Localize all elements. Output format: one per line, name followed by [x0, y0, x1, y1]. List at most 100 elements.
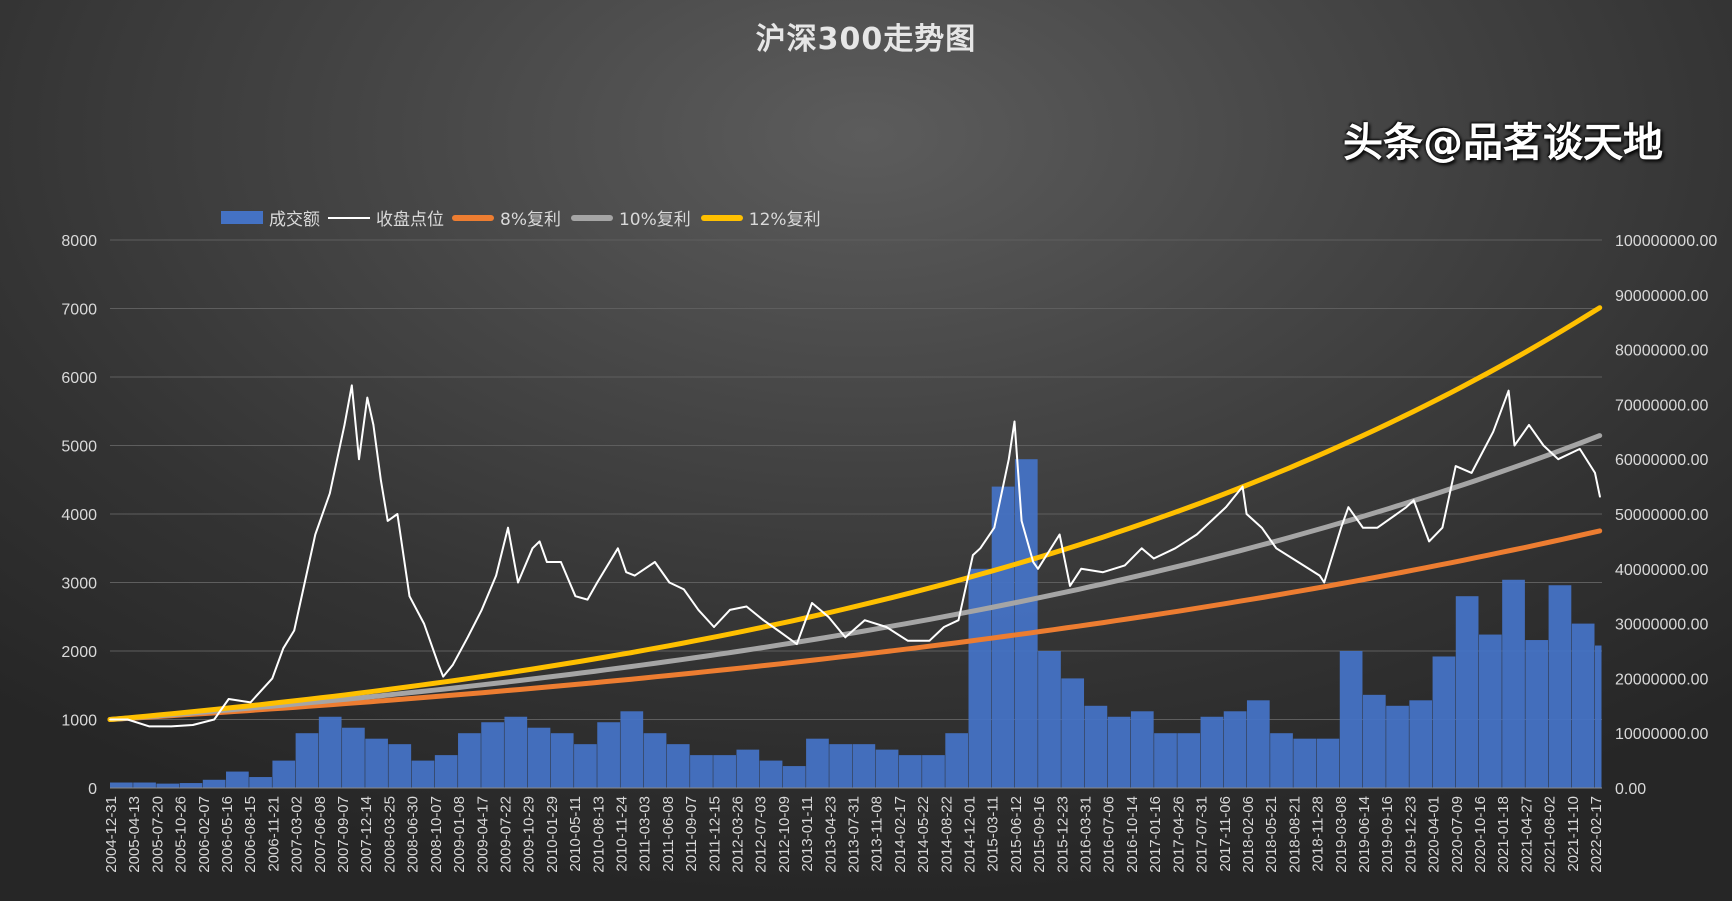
- x-axis-tick-label: 2013-04-23: [822, 796, 839, 873]
- compound-curve-10%复利: [107, 433, 1603, 722]
- close-price-point: [1140, 547, 1143, 550]
- x-axis-tick-label: 2020-10-16: [1472, 796, 1489, 873]
- close-price-point: [1470, 472, 1473, 474]
- left-axis-tick-label: 3000: [61, 576, 97, 593]
- close-price-point: [1013, 420, 1016, 423]
- x-axis-tick-label: 2014-12-01: [962, 796, 979, 873]
- close-price-point: [1037, 568, 1039, 570]
- volume-bar: [527, 727, 551, 788]
- volume-bar: [156, 783, 180, 788]
- volume-bar: [110, 782, 133, 788]
- volume-bar: [1571, 623, 1595, 788]
- close-price-point: [745, 605, 748, 608]
- close-price-point: [943, 626, 945, 628]
- x-axis-tick-label: 2012-07-03: [753, 796, 770, 873]
- x-axis-tick-label: 2016-03-31: [1078, 796, 1095, 873]
- volume-bar: [1270, 733, 1293, 788]
- volume-bar: [411, 760, 435, 788]
- x-axis-tick-label: 2011-06-08: [660, 796, 677, 872]
- close-price-point: [1225, 506, 1227, 508]
- volume-bar: [133, 782, 156, 788]
- volume-bar: [1502, 579, 1525, 788]
- volume-bar: [829, 744, 852, 788]
- close-price-point: [1542, 444, 1545, 447]
- x-axis-tick-label: 2009-10-29: [521, 796, 538, 873]
- watermark: 头条@品茗谈天地: [1343, 120, 1663, 166]
- x-axis-tick-label: 2014-02-17: [892, 796, 909, 873]
- left-axis-tick-label: 4000: [61, 507, 97, 524]
- right-axis-tick-label: 40000000.00: [1615, 562, 1709, 579]
- legend: 成交额 收盘点位 8%复利 10%复利 12%复利: [221, 205, 825, 230]
- close-price-point: [1441, 526, 1444, 529]
- x-axis-tick-label: 2015-06-12: [1008, 796, 1025, 873]
- x-axis-tick-label: 2014-05-22: [915, 796, 932, 873]
- x-axis-tick-label: 2015-03-11: [985, 796, 1002, 872]
- x-axis-tick-label: 2005-04-13: [126, 796, 143, 873]
- right-axis-tick-label: 10000000.00: [1615, 726, 1709, 743]
- legend-label-10pct: 10%复利: [618, 210, 691, 230]
- legend-swatch-10pct: [570, 214, 613, 221]
- x-axis-tick-label: 2021-04-27: [1518, 796, 1535, 873]
- close-price-point: [213, 718, 215, 721]
- volume-bar: [1316, 738, 1340, 788]
- volume-bar: [1084, 705, 1108, 788]
- x-axis-tick-label: 2018-08-21: [1286, 796, 1303, 873]
- close-price-point: [1195, 533, 1198, 536]
- close-price-point: [480, 609, 483, 611]
- close-price-point: [1020, 520, 1023, 522]
- close-price-point: [442, 675, 445, 678]
- close-price-point: [1405, 506, 1408, 508]
- x-axis-tick-label: 2010-01-29: [544, 796, 561, 873]
- close-price-point: [574, 595, 577, 597]
- close-price-point: [1275, 547, 1278, 550]
- x-axis-tick-label: 2009-04-17: [474, 796, 491, 873]
- volume-bar: [1154, 733, 1177, 788]
- legend-label-8pct: 8%复利: [500, 210, 561, 230]
- close-price-point: [617, 547, 619, 550]
- volume-bar: [922, 755, 945, 788]
- legend-item-12pct: 12%复利: [695, 205, 821, 230]
- volume-bar: [1177, 733, 1201, 788]
- right-axis-tick-label: 50000000.00: [1615, 507, 1709, 524]
- close-price-point: [796, 643, 798, 645]
- close-price-point: [668, 581, 671, 584]
- close-price-point: [729, 609, 731, 611]
- volume-bar: [1409, 700, 1433, 788]
- close-price-point: [1260, 526, 1263, 529]
- legend-swatch-close: [328, 216, 370, 219]
- right-axis-tick-label: 60000000.00: [1615, 452, 1709, 469]
- x-axis-tick-label: 2020-04-01: [1426, 796, 1443, 873]
- close-price-point: [358, 458, 360, 461]
- x-axis-tick-label: 2010-05-11: [567, 796, 584, 872]
- legend-label-close: 收盘点位: [376, 210, 444, 230]
- close-price-point: [993, 526, 996, 529]
- close-price-point: [777, 629, 779, 632]
- close-price-point: [423, 622, 425, 625]
- x-axis-tick-label: 2021-11-10: [1565, 796, 1582, 872]
- close-price-point: [192, 724, 194, 726]
- x-axis-tick-label: 2007-09-07: [335, 796, 352, 873]
- x-axis-tick-label: 2011-03-03: [637, 796, 654, 872]
- close-price-point: [343, 424, 346, 426]
- legend-item-volume: 成交额: [221, 205, 320, 230]
- volume-bar: [365, 738, 388, 788]
- close-price-point: [1528, 424, 1530, 426]
- legend-swatch-volume: [221, 211, 263, 224]
- close-price-point: [697, 609, 700, 611]
- legend-item-8pct: 8%复利: [448, 205, 561, 230]
- close-price-line: [110, 384, 1601, 728]
- x-axis-tick-label: 2006-02-07: [196, 796, 213, 873]
- right-axis-tick-label: 90000000.00: [1615, 288, 1709, 305]
- x-axis-tick-label: 2012-03-26: [729, 796, 746, 873]
- x-axis-tick-label: 2007-06-08: [312, 796, 329, 873]
- close-price-point: [249, 701, 252, 704]
- volume-bar: [481, 722, 504, 788]
- volume-bar: [1339, 651, 1363, 788]
- close-price-point: [437, 663, 440, 666]
- close-price-point: [170, 725, 173, 728]
- volume-bar: [1478, 634, 1502, 788]
- close-price-point: [517, 581, 519, 584]
- volume-bar: [1130, 711, 1154, 788]
- volume-bar: [1038, 651, 1061, 788]
- close-price-point: [351, 384, 353, 387]
